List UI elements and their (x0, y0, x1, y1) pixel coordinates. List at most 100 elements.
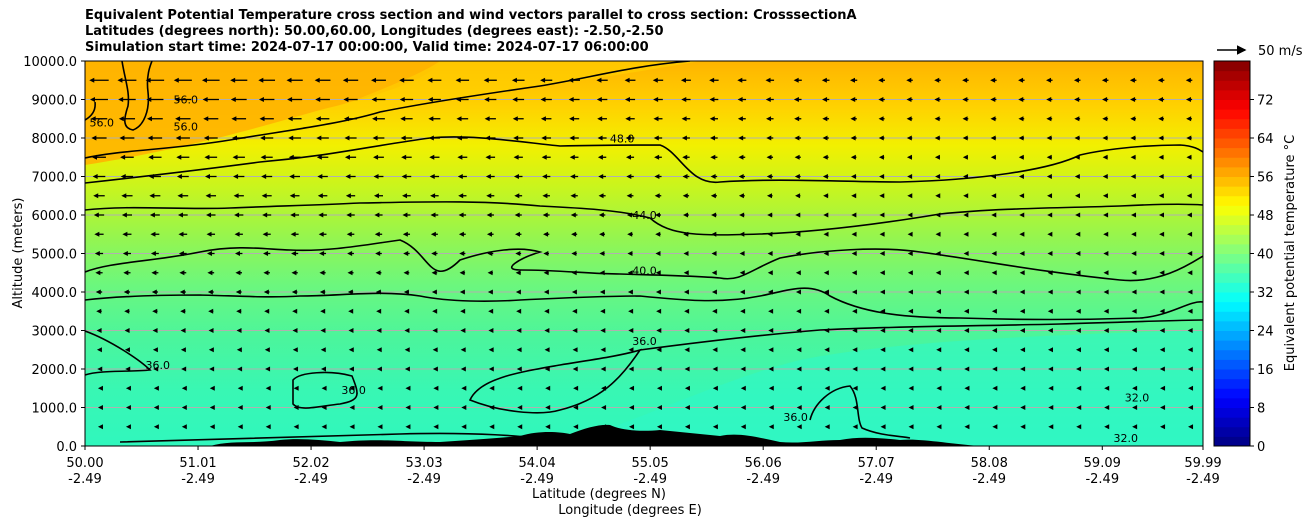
wind-arrow (629, 424, 635, 430)
y-tick-label: 7000.0 (32, 171, 78, 186)
wind-arrow (1130, 116, 1137, 122)
wind-arrow (427, 97, 441, 102)
wind-arrow (318, 231, 327, 237)
wind-arrow (1046, 154, 1052, 160)
wind-arrow (97, 405, 103, 410)
wind-arrow (181, 385, 187, 391)
wind-arrow (765, 97, 774, 102)
wind-arrow (374, 231, 383, 237)
wind-arrow (205, 193, 217, 199)
wind-arrow (428, 116, 441, 122)
wind-arrow (458, 193, 467, 199)
wind-arrow (824, 347, 830, 353)
wind-arrow (1159, 347, 1165, 353)
wind-arrow (513, 135, 524, 141)
wind-arrow (343, 97, 358, 102)
wind-arrow (908, 308, 914, 314)
wind-arrow (935, 193, 941, 199)
contour-52 (85, 61, 691, 159)
wind-arrow (179, 289, 186, 295)
wind-arrow (573, 424, 579, 430)
contour-label: 32.0 (1125, 392, 1150, 405)
wind-arrow (263, 289, 270, 295)
wind-arrow (1186, 116, 1192, 122)
wind-arrow (629, 385, 635, 391)
wind-arrow (936, 424, 942, 430)
wind-arrow (711, 289, 717, 295)
colorbar-band (1214, 80, 1250, 91)
wind-arrow (625, 135, 635, 141)
wind-arrow (879, 270, 885, 276)
wind-arrow (545, 405, 551, 410)
wind-arrow (1186, 135, 1192, 141)
wind-arrow (599, 251, 605, 256)
wind-arrow (991, 270, 997, 276)
wind-arrow (290, 212, 300, 218)
colorbar-band (1214, 311, 1250, 322)
wind-arrow (684, 366, 690, 372)
wind-arrow (1018, 116, 1025, 122)
wind-arrow (1103, 251, 1109, 256)
colorbar-band (1214, 234, 1250, 245)
y-tick-label: 9000.0 (32, 94, 78, 109)
wind-arrow (373, 193, 383, 199)
wind-arrow (286, 77, 303, 83)
wind-arrow (177, 193, 189, 199)
x-tick-label-lat: 59.09 (1084, 456, 1121, 471)
contour-label: 56.0 (173, 93, 198, 106)
wind-arrow (429, 154, 440, 160)
wind-arrow (794, 116, 802, 122)
wind-arrow (850, 154, 857, 160)
wind-arrow (543, 251, 549, 256)
wind-arrow (373, 154, 384, 160)
wind-arrow (153, 366, 159, 372)
wind-arrow (1076, 385, 1082, 391)
wind-arrow (653, 97, 663, 102)
wind-arrow (230, 97, 247, 102)
wind-arrow (766, 174, 773, 179)
colorbar-tick-label: 24 (1257, 325, 1274, 340)
wind-arrow (1159, 308, 1165, 314)
wind-arrow (545, 424, 551, 430)
x-tick-label-lon: -2.49 (68, 472, 102, 487)
wind-arrow (176, 174, 189, 179)
colorbar-tick-label: 72 (1257, 94, 1274, 109)
colorbar-tick-label: 56 (1257, 171, 1274, 186)
wind-arrow (656, 366, 662, 372)
colorbar-band (1214, 436, 1250, 447)
wind-arrow (990, 97, 997, 102)
wind-arrow (991, 193, 997, 199)
wind-arrow (234, 231, 243, 237)
colorbar-band (1214, 272, 1250, 283)
wind-arrow (962, 97, 969, 102)
wind-arrow (852, 347, 858, 353)
wind-arrow (599, 231, 606, 237)
wind-arrow (175, 135, 190, 141)
wind-arrow (597, 154, 607, 160)
wind-arrow (684, 347, 690, 353)
wind-arrow (204, 174, 217, 179)
wind-arrow (655, 289, 661, 295)
wind-arrow (483, 77, 497, 83)
colorbar-band (1214, 320, 1250, 331)
wind-arrow (515, 231, 522, 237)
wind-arrow (851, 251, 857, 256)
wind-arrow (513, 154, 523, 160)
wind-arrow (97, 366, 103, 372)
wind-arrow (852, 385, 858, 391)
wind-arrow (795, 289, 801, 295)
wind-arrow (486, 212, 494, 218)
wind-arrow (1075, 212, 1081, 218)
wind-arrow (823, 212, 829, 218)
x-tick-label-lon: -2.49 (520, 472, 554, 487)
wind-arrow (512, 116, 524, 122)
wind-arrow (599, 289, 605, 295)
wind-arrow (908, 328, 914, 333)
wind-arrow (1131, 308, 1137, 314)
wind-arrow (796, 308, 802, 314)
wind-arrow (349, 424, 355, 430)
wind-arrow (795, 193, 801, 199)
wind-arrow (1185, 77, 1193, 83)
wind-arrow (125, 424, 131, 430)
wind-arrow (964, 405, 970, 410)
